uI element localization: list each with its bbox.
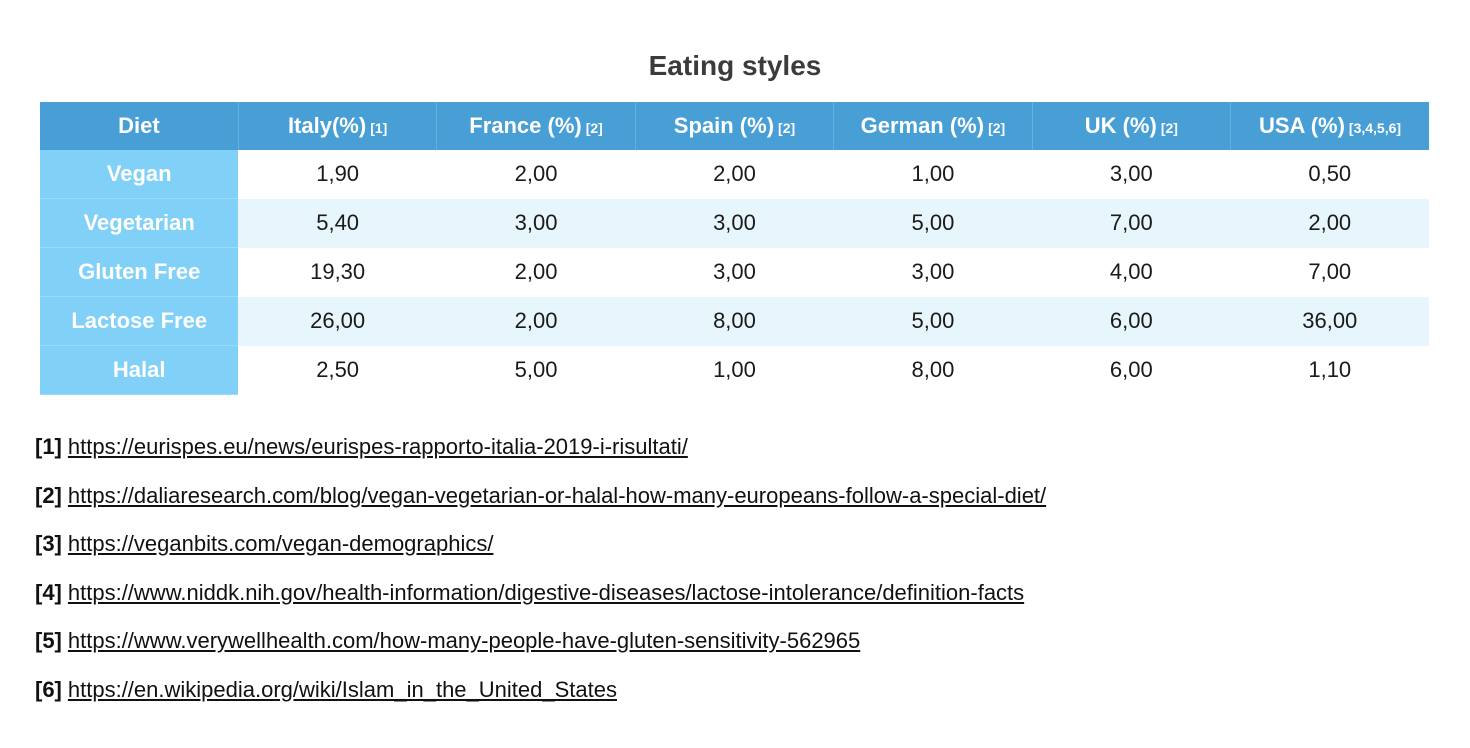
- header-italy: Italy(%) [1]: [238, 102, 438, 150]
- reference-item: [6] https://en.wikipedia.org/wiki/Islam_i…: [35, 671, 1435, 720]
- table-cell: 7,00: [1308, 259, 1352, 284]
- table-cell: 5,00: [514, 357, 558, 382]
- header-label: Spain (%): [673, 113, 775, 138]
- reference-key: [4]: [35, 579, 62, 605]
- header-ref: [2]: [988, 120, 1006, 136]
- header-label: USA (%): [1258, 113, 1345, 138]
- table-cell: 6,00: [1109, 357, 1153, 382]
- reference-key: [5]: [35, 628, 62, 653]
- reference-key: [3]: [35, 531, 62, 556]
- table-cell: 2,00: [713, 161, 756, 187]
- header-label: Diet: [118, 113, 160, 138]
- table-cell: 2,00: [436, 296, 636, 346]
- table-cell: 1,00: [713, 357, 756, 382]
- table-cell: 8,00: [635, 296, 834, 346]
- table-cell: 3,00: [635, 198, 834, 248]
- table-cell: 2,00: [1230, 198, 1429, 248]
- header-uk: UK (%) [2]: [1032, 102, 1232, 150]
- table-cell: 3,00: [1109, 161, 1153, 187]
- header-spain: Spain (%) [2]: [635, 102, 835, 150]
- table-row-halal: Halal 2,50 5,00 1,00 8,00 6,00 1,10: [40, 345, 1429, 395]
- table-cell: 7,00: [1032, 198, 1231, 248]
- table-cell: 26,00: [238, 296, 437, 346]
- reference-item: [3] https://veganbits.com/vegan-demograph…: [35, 525, 1435, 574]
- header-ref: [2]: [778, 120, 796, 136]
- reference-link[interactable]: https://veganbits.com/vegan-demographics…: [67, 531, 494, 556]
- table-cell: 8,00: [911, 357, 955, 382]
- row-header-diet: Gluten Free: [40, 247, 239, 297]
- header-ref: [1]: [370, 120, 388, 136]
- header-ref: [2]: [1160, 120, 1178, 136]
- table-cell: 1,10: [1308, 357, 1352, 382]
- reference-item: [1] https://eurispes.eu/news/eurispes-rap…: [35, 428, 1435, 477]
- table-cell: 19,30: [310, 259, 366, 284]
- header-german: German (%) [2]: [833, 102, 1033, 150]
- header-label: France (%): [469, 113, 582, 138]
- reference-key: [1]: [35, 434, 62, 459]
- header-ref: [3,4,5,6]: [1348, 120, 1402, 136]
- page-title: Eating styles: [648, 50, 822, 81]
- table-cell: 3,00: [713, 259, 756, 284]
- reference-link[interactable]: https://en.wikipedia.org/wiki/Islam_in_t…: [67, 676, 617, 702]
- reference-link[interactable]: https://eurispes.eu/news/eurispes-rappor…: [67, 434, 688, 459]
- table-cell: 5,00: [833, 296, 1033, 346]
- table-cell: 4,00: [1109, 259, 1153, 284]
- eating-styles-table: Diet Italy(%) [1] France (%) [2] Spain (%)…: [40, 102, 1429, 395]
- table-cell: 3,00: [436, 198, 636, 248]
- reference-key: [2]: [35, 482, 62, 508]
- header-diet: Diet: [40, 102, 239, 150]
- table-cell: 1,90: [316, 161, 360, 187]
- reference-link[interactable]: https://www.niddk.nih.gov/health-informa…: [67, 579, 1025, 605]
- header-label: German (%): [860, 113, 985, 138]
- table-row-lactose-free: Lactose Free 26,00 2,00 8,00 5,00 6,00 3…: [40, 296, 1429, 346]
- reference-link[interactable]: https://www.verywellhealth.com/how-many-…: [67, 628, 861, 653]
- table-row-gluten-free: Gluten Free 19,30 2,00 3,00 3,00 4,00 7,…: [40, 247, 1429, 297]
- table-cell: 5,00: [833, 198, 1033, 248]
- header-ref: [2]: [585, 120, 603, 136]
- header-row: Diet Italy(%) [1] France (%) [2] Spain (%)…: [40, 102, 1429, 150]
- reference-item: [4] https://www.niddk.nih.gov/health-info…: [35, 574, 1435, 623]
- row-header-diet: Lactose Free: [40, 296, 239, 346]
- reference-item: [5] https://www.verywellhealth.com/how-ma…: [35, 622, 1435, 671]
- references-list: [1] https://eurispes.eu/news/eurispes-rap…: [35, 428, 1435, 719]
- row-header-diet: Vegetarian: [40, 198, 239, 248]
- table-cell: 1,00: [911, 161, 955, 187]
- table-row-vegetarian: Vegetarian 5,40 3,00 3,00 5,00 7,00 2,00: [40, 198, 1429, 248]
- table-cell: 2,00: [514, 161, 558, 187]
- row-header-diet: Vegan: [40, 150, 239, 199]
- table-cell: 2,00: [514, 259, 558, 284]
- reference-item: [2] https://daliaresearch.com/blog/vegan-…: [35, 477, 1435, 526]
- reference-link[interactable]: https://daliaresearch.com/blog/vegan-veg…: [67, 482, 1047, 508]
- header-usa: USA (%) [3,4,5,6]: [1230, 102, 1429, 150]
- table-cell: 36,00: [1230, 296, 1429, 346]
- header-label: UK (%): [1084, 113, 1157, 138]
- table-cell: 2,50: [316, 357, 360, 382]
- row-header-diet: Halal: [40, 345, 239, 395]
- table-row-vegan: Vegan 1,90 2,00 2,00 1,00 3,00 0,50: [40, 150, 1429, 199]
- header-label: Italy(%): [287, 113, 367, 138]
- table-cell: 0,50: [1308, 161, 1352, 187]
- header-france: France (%) [2]: [436, 102, 636, 150]
- reference-key: [6]: [35, 676, 62, 702]
- table-cell: 3,00: [911, 259, 955, 284]
- table-cell: 6,00: [1032, 296, 1231, 346]
- table-cell: 5,40: [238, 198, 437, 248]
